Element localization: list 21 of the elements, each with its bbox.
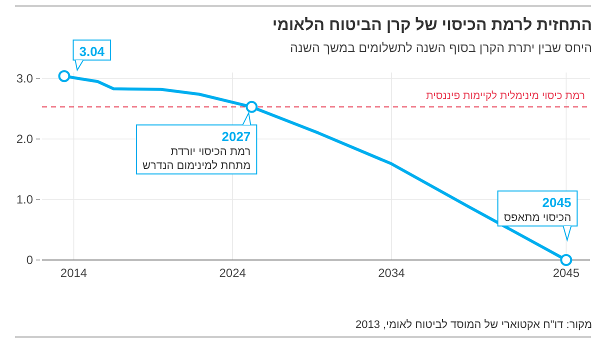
ref-line-label: רמת כיסוי מינימלית לקיימות פיננסית [426,90,585,102]
x-tick-label: 2034 [378,266,406,280]
annotation: הכיסוי מתאפס [504,212,572,224]
chart-subtitle: היחס שבין יתרת הקרן בסוף השנה לתשלומים במשך השנה [290,41,592,55]
annotation: רמת הכיסוי יורדת [170,146,251,158]
text: 3.04 [79,44,106,60]
point [58,70,70,82]
point [246,100,258,113]
chart-title: התחזית לרמת הכיסוי של קרן הביטוח הלאומי [272,16,592,34]
x-tick-label: 2024 [219,266,246,280]
text: מקור: דו"ח אקטוארי של המוסד לביטוח לאומי, 2013 [356,319,592,331]
y-tick-label: 2.0 [16,132,34,146]
annotation: מתחת למינימום הנדרש [142,160,251,172]
y-tick-label: 0 [26,253,34,267]
y-tick-label: 3.0 [16,72,34,86]
x-tick-label: 2014 [60,266,88,280]
y-tick-label: 1.0 [16,192,34,206]
point [560,254,572,266]
annotation: 2027 [222,128,251,144]
x-tick-label: 2045 [552,266,580,280]
annotation: 2045 [542,195,572,210]
